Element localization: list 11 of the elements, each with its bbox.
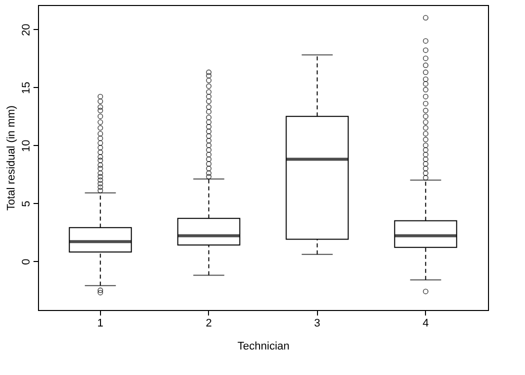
y-axis-title: Total residual (in mm) <box>6 105 18 211</box>
x-tick-label: 1 <box>97 318 104 330</box>
y-tick-label: 10 <box>20 140 32 152</box>
x-axis-title: Technician <box>238 340 290 352</box>
y-tick-label: 0 <box>20 258 32 265</box>
x-tick-label: 3 <box>314 318 320 330</box>
y-tick-label: 5 <box>20 200 32 207</box>
x-tick-label: 4 <box>422 318 429 330</box>
y-tick-label: 20 <box>20 24 32 36</box>
x-tick-label: 2 <box>206 318 212 330</box>
y-tick-label: 15 <box>20 82 32 94</box>
